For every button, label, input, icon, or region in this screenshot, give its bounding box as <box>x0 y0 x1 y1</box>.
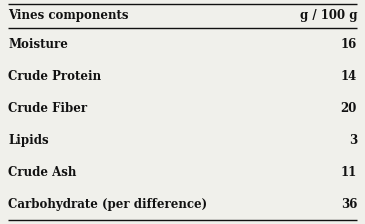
Text: Vines components: Vines components <box>8 9 128 22</box>
Text: 20: 20 <box>341 101 357 114</box>
Text: g / 100 g: g / 100 g <box>300 9 357 22</box>
Text: Carbohydrate (per difference): Carbohydrate (per difference) <box>8 198 207 211</box>
Text: Crude Protein: Crude Protein <box>8 69 101 82</box>
Text: 11: 11 <box>341 166 357 179</box>
Text: 36: 36 <box>341 198 357 211</box>
Text: Moisture: Moisture <box>8 37 68 50</box>
Text: Crude Fiber: Crude Fiber <box>8 101 87 114</box>
Text: Lipids: Lipids <box>8 134 49 146</box>
Text: 16: 16 <box>341 37 357 50</box>
Text: 3: 3 <box>349 134 357 146</box>
Text: Crude Ash: Crude Ash <box>8 166 76 179</box>
Text: 14: 14 <box>341 69 357 82</box>
